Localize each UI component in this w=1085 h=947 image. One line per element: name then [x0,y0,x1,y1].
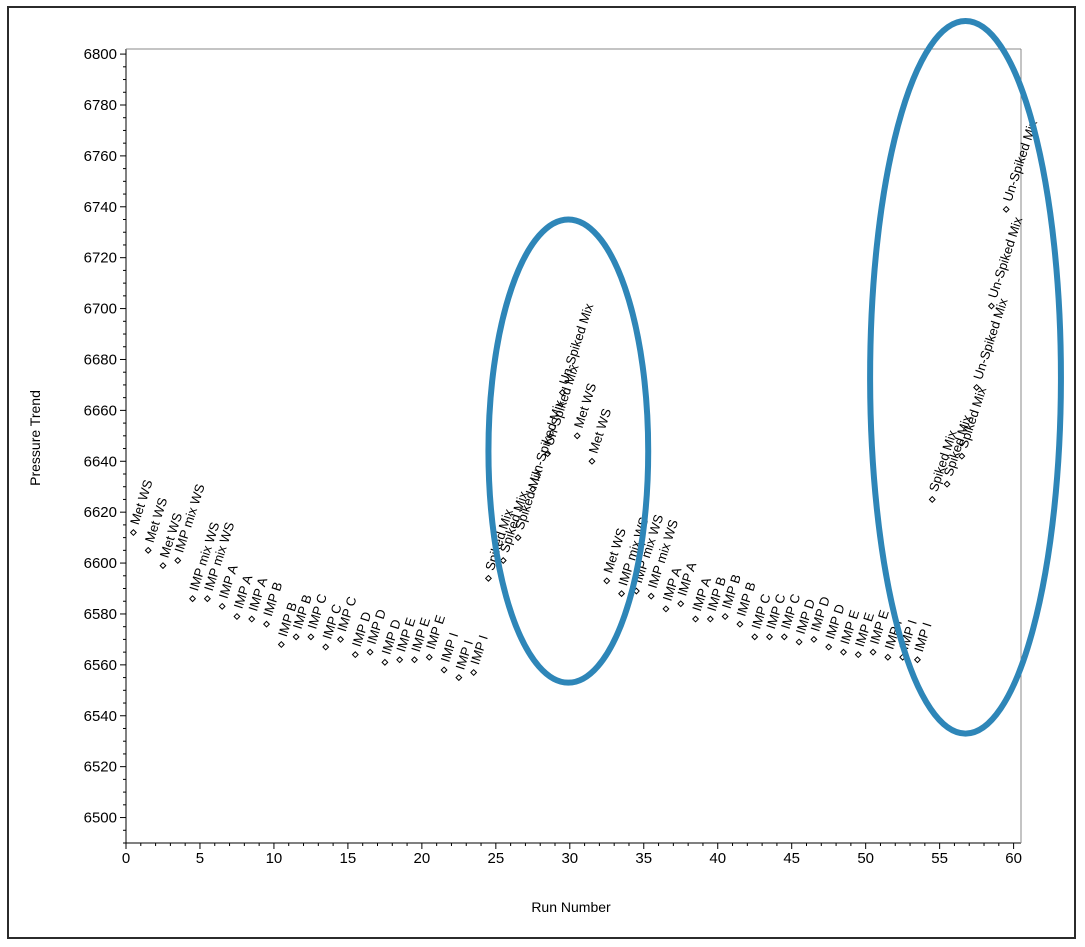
highlight-ellipse [485,216,652,686]
x-tick-label: 10 [266,850,283,867]
x-tick-label: 5 [196,850,204,867]
data-point [662,605,670,613]
y-axis-title: Pressure Trend [27,390,43,486]
data-point [839,648,847,656]
y-axis-title-text: Pressure Trend [27,390,43,486]
data-point-label: IMP I [467,633,491,666]
data-point [499,557,507,565]
data-point-label: Un-Spiked Mix [985,214,1026,299]
data-point [766,633,774,641]
data-point [189,595,197,603]
x-axis-title: Run Number [531,899,611,915]
data-point [958,452,966,460]
x-tick-label: 30 [561,850,578,867]
data-point [529,485,537,493]
data-point [558,389,566,397]
data-point [618,590,626,598]
highlight-ellipse [867,18,1064,737]
data-point [854,651,862,659]
x-tick-label: 55 [931,850,948,867]
data-point [869,648,877,656]
y-tick-label: 6700 [84,301,117,318]
y-tick-label: 6720 [84,250,117,267]
y-tick-label: 6740 [84,199,117,216]
data-point [144,546,152,554]
data-point-label: Un-Spiked Mix [970,296,1011,381]
data-point [588,457,596,465]
data-point [573,432,581,440]
data-point [647,592,655,600]
y-tick-label: 6800 [84,46,117,63]
plot-area: 6500 6520 6540 6560 6580 6600 6620 6640 6660 6680… [84,18,1064,867]
data-point [692,615,700,623]
y-tick-label: 6540 [84,708,117,725]
y-tick-label: 6640 [84,453,117,470]
data-point [484,574,492,582]
data-point [410,656,418,664]
data-point [943,480,951,488]
y-tick-label: 6500 [84,810,117,827]
data-point [795,638,803,646]
data-point [913,656,921,664]
data-point [174,557,182,565]
data-point [928,495,936,503]
data-point [396,656,404,664]
y-tick-label: 6760 [84,148,117,165]
data-point [544,450,552,458]
data-point [129,529,137,537]
data-point [425,653,433,661]
data-point [233,612,241,621]
data-point [825,643,833,651]
data-point [736,620,744,628]
data-point [455,674,463,682]
y-tick-label: 6520 [84,759,117,776]
x-tick-label: 35 [635,850,652,867]
data-point [203,595,211,603]
y-tick-label: 6660 [84,402,117,419]
data-point [159,562,167,570]
data-point [322,643,330,651]
data-point [248,615,256,623]
y-tick-label: 6560 [84,657,117,674]
data-point [366,648,374,656]
data-point [706,615,714,623]
data-point [277,640,285,649]
y-tick-label: 6600 [84,555,117,572]
y-tick-label: 6620 [84,504,117,521]
x-tick-label: 60 [1005,850,1022,867]
y-tick-label: 6680 [84,351,117,368]
data-point [440,666,448,674]
data-point [292,633,300,641]
x-tick-label: 15 [340,850,357,867]
data-point [1002,205,1010,213]
x-tick-label: 25 [487,850,504,867]
x-tick-label: 50 [857,850,874,867]
data-point [351,651,359,659]
data-point [603,577,611,585]
data-point [721,612,729,621]
x-tick-label: 20 [414,850,431,867]
y-tick-label: 6580 [84,606,117,623]
data-point [470,668,478,677]
data-point [810,635,818,643]
data-point [780,633,788,641]
data-point [381,658,389,666]
chart-frame [7,6,1076,939]
data-point [884,653,892,661]
data-point [218,602,226,610]
data-point [307,633,315,641]
data-point [677,600,685,608]
data-point [973,383,981,391]
x-tick-label: 0 [122,850,130,867]
x-tick-label: 40 [709,850,726,867]
data-point [263,620,271,628]
data-point [336,635,345,643]
data-point [987,302,995,310]
data-point [751,633,759,641]
y-tick-label: 6780 [84,97,117,114]
data-point [514,534,522,542]
x-tick-label: 45 [783,850,800,867]
